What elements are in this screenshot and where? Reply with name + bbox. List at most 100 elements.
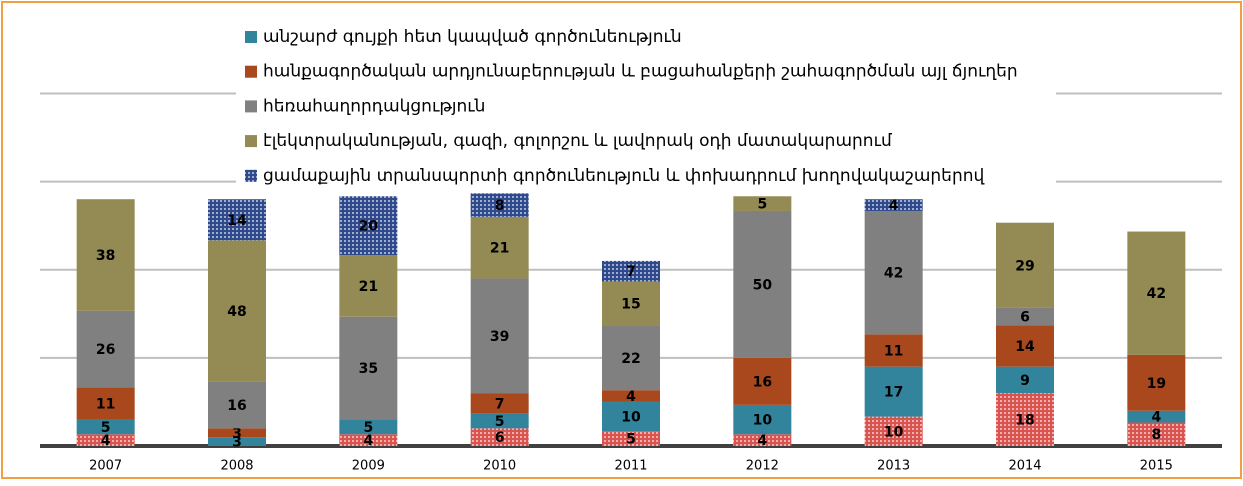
- bar-segment: [602, 390, 660, 402]
- data-label: 5: [757, 197, 767, 213]
- bar-segment: [470, 393, 529, 414]
- legend-box: [236, 18, 1056, 190]
- bar-segment: [470, 428, 529, 446]
- data-label: 15: [621, 297, 640, 313]
- x-tick-label: 2015: [1140, 459, 1173, 474]
- bar-segment: [76, 434, 135, 446]
- legend-swatch: [245, 31, 257, 43]
- data-label: 14: [1015, 339, 1035, 355]
- data-label: 7: [626, 264, 636, 280]
- bar-segment: [76, 199, 135, 311]
- bar-segment: [864, 210, 923, 335]
- data-label: 6: [495, 430, 505, 446]
- x-tick-label: 2010: [483, 459, 516, 474]
- bar-segment: [1127, 354, 1186, 411]
- data-label: 42: [884, 266, 903, 282]
- bar-segment: [339, 255, 398, 317]
- bar-segment: [76, 310, 135, 388]
- bar-segment: [470, 216, 529, 279]
- bar-segment: [733, 196, 792, 211]
- data-label: 18: [1015, 413, 1034, 429]
- bar-segment: [996, 222, 1054, 308]
- data-label: 10: [884, 424, 904, 440]
- data-label: 5: [363, 420, 373, 436]
- bar-segment: [602, 325, 660, 391]
- bar-segment: [1127, 231, 1186, 355]
- data-label: 48: [227, 304, 246, 320]
- data-label: 5: [101, 420, 111, 436]
- legend-swatch: [245, 100, 257, 113]
- bar-segment: [208, 240, 266, 382]
- data-label: 17: [884, 385, 903, 401]
- data-label: 3: [232, 426, 242, 442]
- data-label: 10: [621, 410, 641, 426]
- bar-segment: [864, 334, 923, 367]
- data-label: 4: [101, 433, 111, 449]
- bar-segment: [602, 281, 660, 326]
- bar-segment: [996, 366, 1054, 394]
- x-tick-label: 2012: [746, 459, 779, 474]
- bar-segment: [602, 431, 660, 446]
- bar-segment: [996, 393, 1054, 446]
- data-label: 29: [1015, 258, 1034, 274]
- data-label: 26: [96, 342, 115, 358]
- data-label: 21: [490, 241, 509, 257]
- data-label: 3: [232, 435, 242, 451]
- bar-segment: [733, 357, 792, 405]
- bar-segment: [470, 278, 529, 394]
- data-label: 4: [889, 198, 899, 214]
- legend-label: ցամաքային տրանսպորտի գործունեություն և փ…: [263, 166, 984, 186]
- data-label: 10: [753, 413, 773, 429]
- bar-segment: [339, 316, 398, 420]
- x-tick-label: 2011: [614, 459, 647, 474]
- data-label: 5: [626, 432, 636, 448]
- data-label: 39: [490, 329, 509, 345]
- bar-segment: [1127, 422, 1186, 446]
- data-label: 11: [96, 396, 115, 412]
- x-tick-label: 2014: [1008, 459, 1041, 474]
- data-label: 42: [1147, 286, 1166, 302]
- bar-segment: [733, 434, 792, 446]
- bar-segment: [339, 196, 398, 256]
- bar-segment: [602, 401, 660, 432]
- data-label: 8: [1151, 427, 1161, 443]
- legend-label: անշարժ գույքի հետ կապված գործունեություն: [263, 27, 682, 47]
- bar-segment: [76, 387, 135, 420]
- legend-swatch: [245, 135, 257, 148]
- data-label: 16: [227, 398, 246, 414]
- bar-segment: [339, 434, 398, 446]
- bar-segment: [733, 404, 792, 435]
- bar-segment: [208, 428, 266, 438]
- data-label: 9: [1020, 373, 1030, 389]
- x-tick-label: 2009: [352, 459, 385, 474]
- bar-segment: [864, 199, 923, 211]
- data-label: 5: [495, 414, 505, 430]
- legend-label: հեռահաղորդակցություն: [263, 96, 485, 116]
- data-label: 6: [1020, 310, 1030, 326]
- bar-segment: [339, 419, 398, 435]
- legend-label: հանքագործական արդյունաբերության և բացահա…: [263, 62, 1018, 82]
- data-label: 4: [1151, 410, 1161, 426]
- bar-segment: [470, 193, 529, 217]
- data-label: 35: [359, 361, 378, 377]
- data-label: 11: [884, 344, 903, 360]
- data-label: 19: [1147, 376, 1166, 392]
- bar-segment: [864, 416, 923, 446]
- legend-label: էլեկտրականության, գազի, գոլորշու և լավոր…: [263, 131, 892, 151]
- bar-segment: [996, 307, 1054, 326]
- legend-swatch: [245, 169, 257, 182]
- legend-swatch: [245, 65, 257, 78]
- bar-segment: [864, 366, 923, 417]
- x-tick-label: 2013: [877, 459, 910, 474]
- bar-segment: [208, 199, 266, 241]
- bar-segment: [602, 260, 660, 282]
- bar-segment: [733, 210, 792, 358]
- data-label: 38: [96, 248, 115, 264]
- data-label: 8: [495, 198, 505, 214]
- x-tick-label: 2007: [89, 459, 122, 474]
- bar-segment: [470, 413, 529, 429]
- data-label: 14: [227, 213, 247, 229]
- bar-segment: [208, 381, 266, 429]
- bar-segment: [996, 325, 1054, 367]
